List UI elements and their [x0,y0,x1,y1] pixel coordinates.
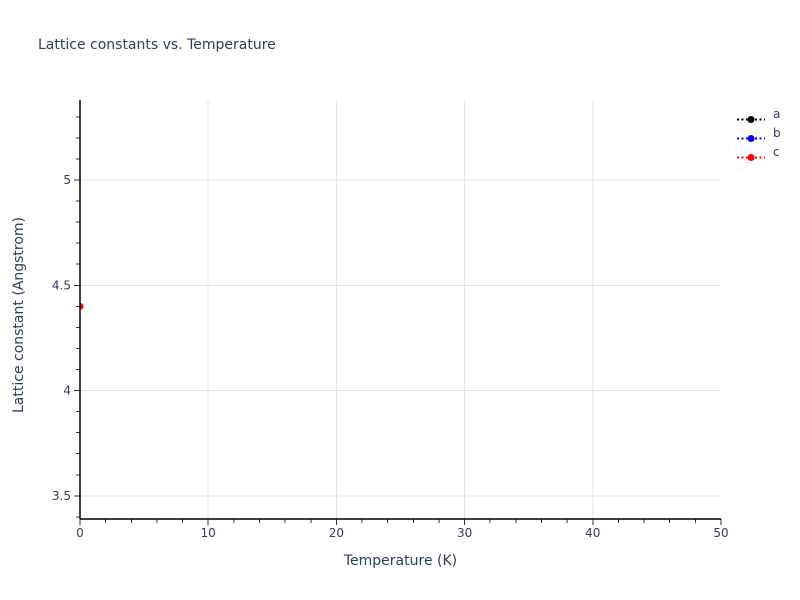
x-tick-label: 10 [201,526,216,540]
legend-label-b: b [773,125,781,140]
y-tick-label: 5 [63,173,71,187]
y-axis-title: Lattice constant (Angstrom) [11,216,27,413]
y-tick-label: 4 [63,384,71,398]
legend-label-a: a [773,106,781,121]
legend-dot-a [747,116,755,123]
x-tick-label: 50 [713,526,728,540]
data-point-c [80,302,84,310]
legend-item-c[interactable]: c [736,142,781,161]
legend: a b c [736,104,781,161]
x-axis-title: Temperature (K) [343,553,458,569]
x-tick-label: 0 [76,526,84,540]
x-tick-label: 20 [329,526,344,540]
legend-label-c: c [773,144,780,159]
x-tick-label: 30 [457,526,472,540]
legend-marker-a-icon [736,109,766,123]
legend-marker-c-icon [736,147,766,161]
legend-item-a[interactable]: a [736,104,781,123]
legend-dot-b [747,135,755,142]
legend-dot-c [747,154,755,161]
chart-title: Lattice constants vs. Temperature [38,37,276,53]
y-tick-label: 3.5 [52,489,71,503]
legend-marker-b-icon [736,128,766,142]
legend-item-b[interactable]: b [736,123,781,142]
x-tick-label: 40 [585,526,600,540]
y-tick-label: 4.5 [52,278,71,292]
